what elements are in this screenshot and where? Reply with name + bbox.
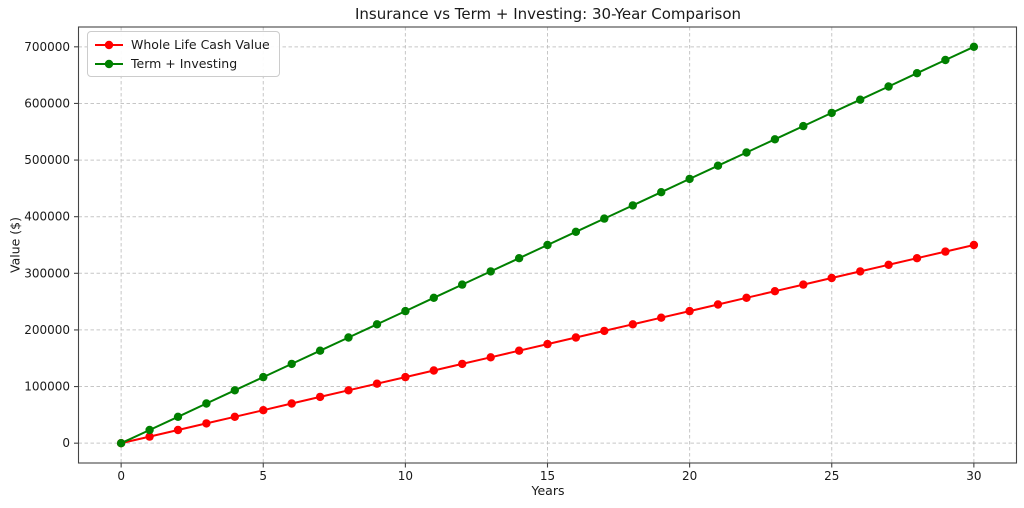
x-axis-label: Years <box>531 483 565 498</box>
data-point-series-0 <box>713 300 723 309</box>
data-point-series-1 <box>941 55 950 65</box>
data-point-series-0 <box>315 392 325 402</box>
data-point-series-1 <box>969 42 979 51</box>
data-point-series-1 <box>145 425 154 435</box>
data-point-series-1 <box>856 95 865 104</box>
data-point-series-1 <box>259 372 268 382</box>
legend-swatch-red-line-marker-icon <box>95 40 123 49</box>
legend-item-whole-life-cash-value: Whole Life Cash Value <box>94 36 270 53</box>
x-tick-label: 15 <box>540 469 555 483</box>
data-point-series-0 <box>742 293 751 302</box>
x-tick-label: 10 <box>398 469 413 483</box>
data-point-series-1 <box>116 439 126 448</box>
data-point-series-0 <box>202 419 211 428</box>
legend-item-term-plus-investing: Term + Investing <box>94 55 270 72</box>
data-point-series-1 <box>372 320 382 329</box>
data-point-series-1 <box>600 214 609 223</box>
data-point-series-0 <box>486 353 495 362</box>
data-point-series-1 <box>884 82 893 91</box>
data-point-series-0 <box>912 254 922 263</box>
data-point-series-0 <box>571 333 581 342</box>
x-tick-label: 5 <box>259 469 267 483</box>
data-point-series-0 <box>827 273 836 283</box>
x-tick-label: 30 <box>966 469 981 483</box>
data-point-series-1 <box>770 135 780 144</box>
y-tick-label: 700000 <box>24 40 70 54</box>
chart-title: Insurance vs Term + Investing: 30-Year C… <box>354 5 742 23</box>
data-point-series-1 <box>429 293 438 302</box>
data-point-series-1 <box>685 174 694 184</box>
data-point-series-0 <box>401 372 410 382</box>
x-tick-label: 20 <box>682 469 697 483</box>
data-point-series-1 <box>799 121 808 131</box>
data-point-series-0 <box>969 240 979 250</box>
data-point-series-1 <box>344 333 353 342</box>
data-point-series-0 <box>628 320 637 329</box>
data-point-series-0 <box>600 326 609 336</box>
data-point-series-0 <box>372 379 382 388</box>
y-tick-label: 300000 <box>24 266 70 280</box>
legend-label: Term + Investing <box>131 56 238 71</box>
data-point-series-1 <box>657 188 666 197</box>
data-point-series-0 <box>884 260 893 269</box>
data-point-series-0 <box>287 399 296 408</box>
data-point-series-0 <box>799 280 808 289</box>
data-point-series-1 <box>401 306 410 316</box>
data-point-series-1 <box>486 267 495 276</box>
data-point-series-1 <box>230 386 239 395</box>
data-point-series-1 <box>287 359 296 369</box>
y-tick-label: 100000 <box>24 380 70 394</box>
data-point-series-1 <box>202 399 211 408</box>
data-point-series-0 <box>259 406 268 415</box>
data-point-series-0 <box>543 339 552 349</box>
y-tick-label: 400000 <box>24 210 70 224</box>
data-point-series-0 <box>145 432 154 441</box>
legend-swatch-green-line-marker-icon <box>95 59 123 68</box>
data-point-series-1 <box>543 240 552 250</box>
data-point-series-1 <box>713 161 723 170</box>
y-tick-label: 600000 <box>24 96 70 110</box>
data-point-series-0 <box>856 267 865 276</box>
data-point-series-0 <box>770 287 780 296</box>
data-point-series-1 <box>571 227 581 236</box>
data-point-series-0 <box>514 346 524 355</box>
data-point-series-0 <box>344 386 353 395</box>
legend: Whole Life Cash Value Term + Investing <box>87 31 280 77</box>
x-tick-label: 0 <box>117 469 125 483</box>
data-point-series-1 <box>514 254 524 263</box>
x-tick-label: 25 <box>824 469 839 483</box>
data-point-series-1 <box>315 346 325 355</box>
data-point-series-0 <box>685 306 694 316</box>
data-point-series-0 <box>230 412 239 421</box>
data-point-series-1 <box>173 412 183 421</box>
data-point-series-1 <box>742 148 751 157</box>
y-tick-label: 0 <box>62 436 70 450</box>
y-tick-label: 500000 <box>24 153 70 167</box>
data-point-series-0 <box>657 313 666 322</box>
data-point-series-1 <box>458 280 467 289</box>
data-point-series-1 <box>628 201 637 210</box>
y-tick-label: 200000 <box>24 323 70 337</box>
data-point-series-1 <box>827 108 836 118</box>
data-point-series-1 <box>912 69 922 78</box>
legend-label: Whole Life Cash Value <box>131 37 270 52</box>
data-point-series-0 <box>429 366 438 375</box>
data-point-series-0 <box>173 425 183 435</box>
data-point-series-0 <box>458 359 467 369</box>
data-point-series-0 <box>941 247 950 256</box>
